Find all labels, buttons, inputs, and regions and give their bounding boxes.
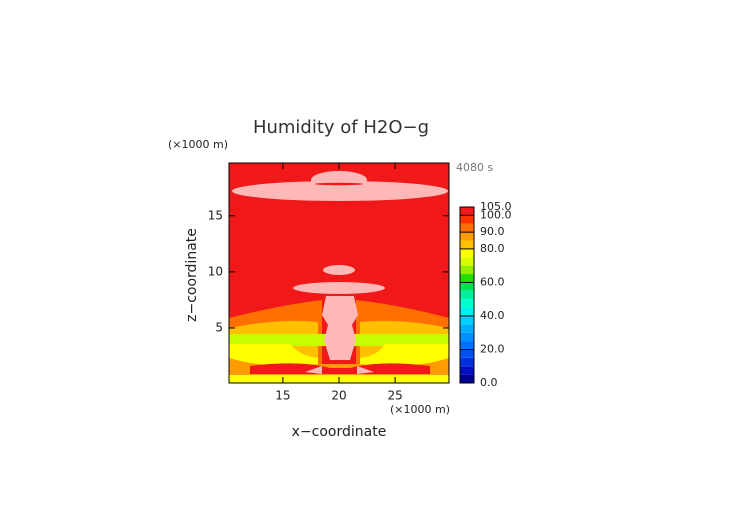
colorbar-label: 80.0 (480, 242, 505, 255)
time-label: 4080 s (456, 161, 493, 174)
colorbar-label: 40.0 (480, 309, 505, 322)
colorbar-band (460, 240, 474, 249)
colorbar-band (460, 357, 474, 367)
colorbar-label: 90.0 (480, 225, 505, 238)
y-axis-label: z−coordinate (184, 228, 200, 322)
y-unit: (×1000 m) (168, 138, 228, 151)
x-unit: (×1000 m) (390, 403, 450, 416)
colorbar-band (460, 366, 474, 375)
y-tick-label: 5 (215, 321, 223, 335)
colorbar-label: 20.0 (480, 342, 505, 355)
y-tick-label: 15 (208, 208, 223, 222)
colorbar-label: 0.0 (480, 376, 498, 389)
colorbar-band (460, 265, 474, 275)
x-tick-label: 15 (275, 389, 290, 403)
colorbar-label: 105.0 (480, 200, 512, 213)
colorbar-band (460, 207, 474, 216)
colorbar-band (460, 324, 474, 333)
x-tick-label: 20 (331, 389, 346, 403)
colorbar-band (460, 290, 474, 300)
colorbar-band (460, 248, 474, 258)
chart-title: Humidity of H2O−g (253, 117, 429, 138)
colorbar-band (460, 282, 474, 291)
colorbar-band (460, 374, 474, 383)
colorbar-band (460, 349, 474, 358)
y-tick-label: 10 (208, 264, 223, 278)
colorbar-label: 100.0 (480, 208, 512, 221)
colorbar-band (460, 232, 474, 241)
colorbar-band (460, 257, 474, 266)
colorbar-band (460, 223, 474, 233)
colorbar-label: 60.0 (480, 275, 505, 288)
colorbar-band (460, 341, 474, 350)
x-axis-label: x−coordinate (292, 424, 387, 440)
contour-field (229, 163, 449, 383)
colorbar-band (460, 307, 474, 316)
colorbar-band (460, 315, 474, 325)
colorbar-band (460, 274, 474, 283)
colorbar-band (460, 299, 474, 308)
colorbar-band (460, 332, 474, 342)
colorbar-band (460, 215, 474, 224)
x-tick-label: 25 (387, 389, 402, 403)
